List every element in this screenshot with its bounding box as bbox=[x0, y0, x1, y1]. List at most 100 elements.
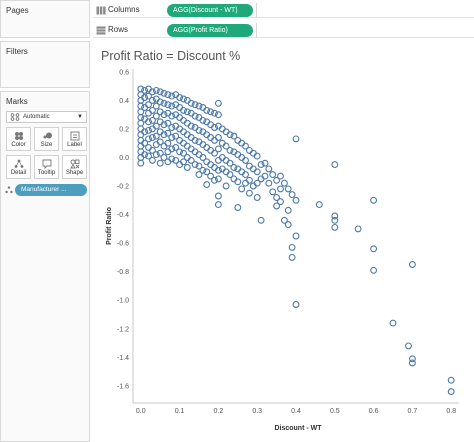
scatter-point[interactable] bbox=[152, 86, 160, 94]
scatter-point[interactable] bbox=[199, 154, 207, 161]
scatter-point[interactable] bbox=[257, 161, 265, 169]
scatter-point[interactable] bbox=[195, 114, 203, 121]
scatter-point[interactable] bbox=[265, 165, 273, 173]
scatter-point[interactable] bbox=[269, 171, 277, 179]
scatter-point[interactable] bbox=[156, 149, 164, 157]
scatter-point[interactable] bbox=[152, 151, 160, 159]
discount-wt-pill[interactable]: AGG(Discount - WT) bbox=[167, 4, 253, 17]
scatter-point[interactable] bbox=[145, 126, 152, 134]
scatter-point[interactable] bbox=[168, 155, 176, 163]
scatter-point[interactable] bbox=[447, 376, 455, 384]
scatter-point[interactable] bbox=[145, 152, 152, 160]
scatter-point[interactable] bbox=[141, 151, 149, 159]
scatter-point[interactable] bbox=[211, 149, 218, 157]
scatter-point[interactable] bbox=[230, 164, 238, 171]
scatter-point[interactable] bbox=[183, 96, 191, 104]
scatter-point[interactable] bbox=[214, 175, 222, 183]
scatter-point[interactable] bbox=[156, 98, 164, 106]
scatter-point[interactable] bbox=[288, 253, 296, 261]
scatter-point[interactable] bbox=[222, 182, 230, 190]
scatter-point[interactable] bbox=[273, 202, 281, 210]
scatter-point[interactable] bbox=[292, 301, 300, 308]
scatter-point[interactable] bbox=[180, 95, 187, 103]
scatter-point[interactable] bbox=[183, 154, 191, 161]
scatter-point[interactable] bbox=[141, 94, 149, 101]
scatter-point[interactable] bbox=[160, 154, 168, 161]
scatter-point[interactable] bbox=[195, 162, 203, 170]
scatter-point[interactable] bbox=[164, 101, 172, 109]
detail-button[interactable]: Detail bbox=[6, 155, 31, 179]
scatter-point[interactable] bbox=[269, 188, 277, 196]
scatter-point[interactable] bbox=[195, 171, 203, 179]
scatter-point[interactable] bbox=[284, 221, 292, 229]
scatter-point[interactable] bbox=[145, 101, 152, 109]
scatter-point[interactable] bbox=[261, 172, 269, 180]
scatter-point[interactable] bbox=[242, 142, 249, 150]
scatter-plot[interactable]: 0.6 0.4 0.2 0.0 -0.2 -0.4 -0.6 -0.8 -1.0 -1.2 -1.4… bbox=[94, 66, 469, 436]
scatter-point[interactable] bbox=[191, 161, 199, 169]
scatter-point[interactable] bbox=[172, 144, 180, 151]
scatter-point[interactable] bbox=[447, 388, 455, 396]
scatter-point[interactable] bbox=[183, 108, 191, 116]
scatter-point[interactable] bbox=[172, 132, 180, 140]
scatter-point[interactable] bbox=[148, 134, 156, 141]
rows-shelf[interactable]: Rows AGG(Profit Ratio) bbox=[93, 23, 474, 38]
scatter-point[interactable] bbox=[280, 179, 288, 187]
scatter-point[interactable] bbox=[168, 102, 176, 110]
scatter-point[interactable] bbox=[191, 112, 199, 120]
scatter-point[interactable] bbox=[207, 172, 215, 180]
scatter-point[interactable] bbox=[176, 148, 184, 156]
scatter-point[interactable] bbox=[148, 146, 156, 154]
scatter-point[interactable] bbox=[331, 223, 339, 231]
scatter-point[interactable] bbox=[199, 166, 207, 174]
scatter-point[interactable] bbox=[148, 106, 156, 114]
scatter-point[interactable] bbox=[214, 111, 222, 119]
scatter-point[interactable] bbox=[164, 148, 172, 156]
scatter-point[interactable] bbox=[152, 112, 160, 120]
scatter-point[interactable] bbox=[160, 142, 168, 150]
scatter-point[interactable] bbox=[187, 156, 195, 164]
scatter-point[interactable] bbox=[408, 261, 416, 268]
scatter-point[interactable] bbox=[211, 176, 218, 184]
scatter-point[interactable] bbox=[203, 168, 211, 176]
scatter-point[interactable] bbox=[288, 191, 296, 199]
scatter-point[interactable] bbox=[253, 179, 261, 187]
scatter-point[interactable] bbox=[331, 161, 339, 169]
scatter-point[interactable] bbox=[145, 92, 152, 100]
label-button[interactable]: Label bbox=[62, 127, 87, 151]
scatter-point[interactable] bbox=[168, 145, 176, 153]
scatter-point[interactable] bbox=[280, 216, 288, 224]
scatter-point[interactable] bbox=[238, 185, 246, 193]
scatter-point[interactable] bbox=[164, 158, 172, 166]
scatter-point[interactable] bbox=[160, 99, 168, 107]
scatter-point[interactable] bbox=[180, 158, 187, 166]
scatter-point[interactable] bbox=[187, 122, 195, 130]
scatter-point[interactable] bbox=[199, 116, 207, 124]
scatter-point[interactable] bbox=[214, 166, 222, 174]
scatter-point[interactable] bbox=[265, 179, 273, 187]
scatter-point[interactable] bbox=[168, 112, 176, 120]
scatter-point[interactable] bbox=[160, 111, 168, 119]
scatter-point[interactable] bbox=[226, 131, 234, 139]
scatter-point[interactable] bbox=[277, 172, 284, 180]
shape-button[interactable]: Shape bbox=[62, 155, 87, 179]
scatter-point[interactable] bbox=[164, 139, 172, 147]
scatter-point[interactable] bbox=[168, 92, 176, 100]
scatter-point[interactable] bbox=[242, 156, 249, 164]
scatter-point[interactable] bbox=[148, 88, 156, 96]
scatter-point[interactable] bbox=[137, 102, 145, 110]
scatter-point[interactable] bbox=[226, 171, 234, 179]
scatter-point[interactable] bbox=[145, 135, 152, 143]
scatter-point[interactable] bbox=[187, 109, 195, 117]
scatter-point[interactable] bbox=[214, 201, 222, 209]
scatter-point[interactable] bbox=[148, 96, 156, 104]
scatter-point[interactable] bbox=[405, 342, 412, 350]
scatter-point[interactable] bbox=[160, 89, 168, 97]
color-button[interactable]: Color bbox=[6, 127, 31, 151]
scatter-point[interactable] bbox=[354, 225, 362, 233]
scatter-point[interactable] bbox=[242, 179, 249, 187]
scatter-point[interactable] bbox=[408, 355, 416, 363]
scatter-point[interactable] bbox=[234, 165, 242, 173]
scatter-point[interactable] bbox=[187, 99, 195, 107]
scatter-point[interactable] bbox=[195, 102, 203, 110]
